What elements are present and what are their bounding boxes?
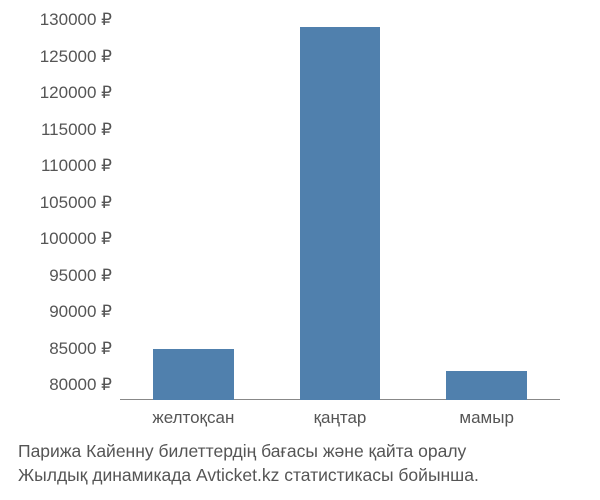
caption-line-1: Парижа Кайенну билеттердің бағасы және қ… xyxy=(18,440,590,464)
plot-area xyxy=(120,20,560,400)
chart-caption: Парижа Кайенну билеттердің бағасы және қ… xyxy=(18,440,590,487)
y-tick-label: 130000 ₽ xyxy=(4,10,112,30)
bar xyxy=(153,349,234,400)
bar xyxy=(300,27,381,400)
chart-wrapper: 80000 ₽ 85000 ₽ 90000 ₽ 95000 ₽ 100000 ₽ 1050… xyxy=(0,0,600,500)
caption-line-2: Жылдық динамикада Avticket.kz статистика… xyxy=(18,464,590,488)
y-tick-label: 90000 ₽ xyxy=(4,302,112,322)
y-tick-label: 100000 ₽ xyxy=(4,229,112,249)
y-tick-label: 80000 ₽ xyxy=(4,375,112,395)
y-tick-label: 120000 ₽ xyxy=(4,83,112,103)
bar xyxy=(446,371,527,400)
y-tick-label: 110000 ₽ xyxy=(4,156,112,176)
y-tick-label: 105000 ₽ xyxy=(4,193,112,213)
x-tick-label: желтоқсан xyxy=(152,408,234,428)
x-tick-label: қаңтар xyxy=(314,408,367,428)
y-tick-label: 85000 ₽ xyxy=(4,339,112,359)
y-tick-label: 125000 ₽ xyxy=(4,47,112,67)
y-tick-label: 115000 ₽ xyxy=(4,120,112,140)
x-tick-label: мамыр xyxy=(459,408,514,428)
y-tick-label: 95000 ₽ xyxy=(4,266,112,286)
